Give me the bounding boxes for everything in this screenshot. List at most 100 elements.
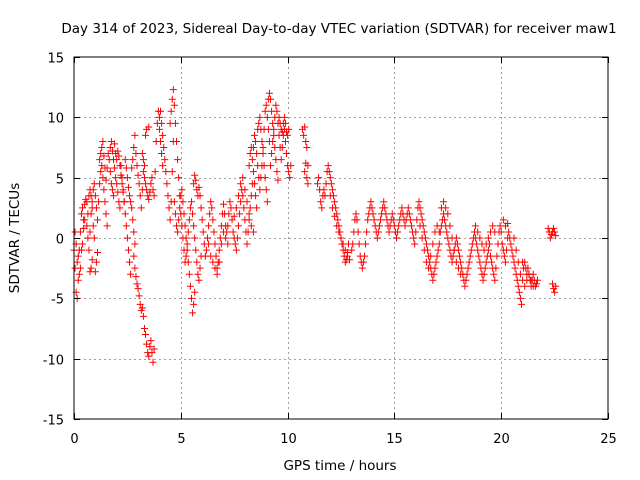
data-point [129, 216, 137, 224]
data-point [142, 331, 150, 339]
data-point [373, 234, 381, 242]
data-point [445, 240, 453, 248]
data-point [129, 156, 137, 164]
data-point [186, 282, 194, 290]
data-point [348, 246, 356, 254]
data-point [354, 228, 362, 236]
data-point [453, 240, 461, 248]
data-point [173, 137, 181, 145]
data-point [287, 162, 295, 170]
data-point [170, 198, 178, 206]
data-point [159, 162, 167, 170]
data-point [232, 246, 240, 254]
data-point [286, 174, 294, 182]
data-point [440, 198, 448, 206]
data-point [187, 294, 195, 302]
data-point [234, 222, 242, 230]
data-point [246, 204, 254, 212]
data-point [363, 228, 371, 236]
data-point [102, 176, 110, 184]
data-point [149, 358, 157, 366]
data-point [232, 204, 240, 212]
data-point [461, 282, 469, 290]
data-point [196, 264, 204, 272]
data-point [524, 264, 532, 272]
data-point [135, 292, 143, 300]
data-point [155, 113, 163, 121]
data-point [281, 119, 289, 127]
data-point [273, 168, 281, 176]
data-point [456, 252, 464, 260]
data-point [140, 325, 148, 332]
data-point [546, 234, 554, 242]
data-point [225, 210, 233, 218]
data-point [103, 222, 111, 230]
data-point [74, 252, 82, 260]
data-point [401, 222, 409, 230]
data-point [404, 204, 412, 212]
data-point [100, 186, 108, 194]
data-point [158, 150, 166, 158]
data-point [190, 222, 198, 230]
data-point [257, 174, 265, 182]
data-point [114, 147, 122, 155]
y-tick-label: 0 [56, 233, 64, 248]
data-point [261, 107, 269, 115]
data-point [191, 234, 199, 242]
data-point [199, 228, 207, 236]
data-point [196, 192, 204, 200]
data-point [167, 107, 175, 115]
data-point [474, 228, 482, 236]
data-point [134, 285, 142, 293]
data-point [222, 234, 230, 242]
data-point [86, 228, 94, 236]
data-point [425, 264, 433, 272]
data-point [117, 162, 125, 170]
data-point [457, 258, 465, 266]
data-point [285, 168, 293, 176]
x-tick-label: 25 [600, 432, 617, 447]
data-point [123, 174, 131, 182]
data-point [230, 212, 238, 220]
data-point [211, 264, 219, 272]
data-point [441, 216, 449, 224]
data-point [96, 156, 104, 164]
data-point [353, 216, 361, 224]
data-point [328, 186, 336, 194]
data-point [463, 270, 471, 278]
data-point [138, 304, 146, 312]
data-point [256, 186, 264, 194]
data-point [467, 246, 475, 254]
data-point [124, 246, 132, 254]
data-point [98, 144, 106, 151]
data-point [484, 234, 492, 242]
data-point [511, 264, 519, 272]
x-axis-label: GPS time / hours [283, 458, 396, 474]
data-point [284, 131, 292, 139]
data-point [128, 204, 136, 212]
data-point [228, 216, 236, 224]
data-point [406, 216, 414, 224]
data-point [422, 240, 430, 248]
data-point [215, 246, 223, 254]
data-point [92, 204, 100, 212]
data-point [159, 131, 167, 139]
data-point [337, 234, 345, 242]
data-point [326, 174, 334, 182]
data-point [435, 240, 443, 248]
data-point [127, 198, 135, 206]
data-point [499, 216, 507, 224]
data-point [303, 144, 311, 151]
data-point [248, 156, 256, 164]
data-point [466, 252, 474, 260]
data-point [165, 204, 173, 212]
data-point [137, 204, 145, 212]
data-point [189, 309, 197, 317]
data-point [327, 180, 335, 188]
data-point [444, 210, 452, 218]
data-point [133, 280, 141, 288]
data-point [237, 180, 245, 188]
data-point [132, 273, 140, 281]
data-point [333, 222, 341, 230]
data-point [552, 282, 560, 290]
